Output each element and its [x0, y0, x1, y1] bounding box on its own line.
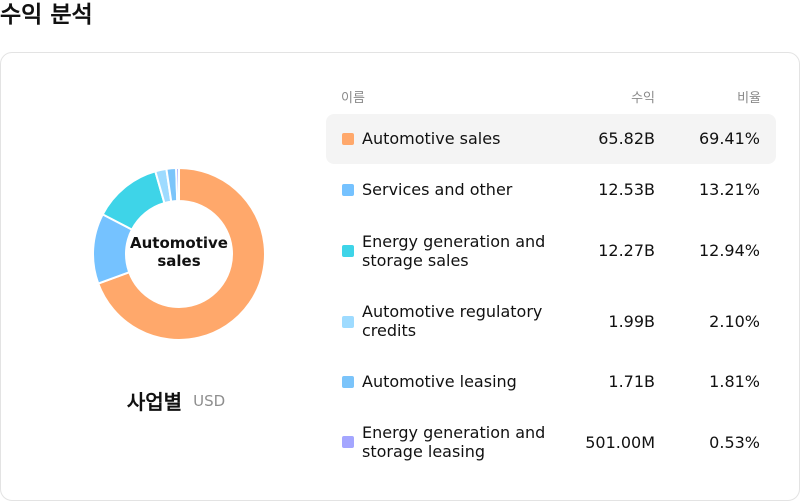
table-row[interactable]: Automotive sales 65.82B 69.41% [326, 114, 776, 164]
legend-swatch [342, 133, 354, 145]
donut-slice[interactable] [175, 166, 180, 203]
legend-swatch [342, 316, 354, 328]
table-header: 이름 수익 비율 [341, 87, 761, 107]
legend-swatch [342, 436, 354, 448]
row-revenue: 501.00M [585, 433, 655, 452]
column-header-revenue: 수익 [631, 91, 655, 106]
row-ratio: 2.10% [709, 312, 760, 331]
donut-chart-svg [93, 166, 265, 341]
chart-caption-unit: USD [193, 391, 226, 410]
donut-slice[interactable] [96, 166, 265, 341]
table-row[interactable]: Energy generation and storage sales 12.2… [326, 216, 776, 286]
row-ratio: 1.81% [709, 372, 760, 391]
table-row[interactable]: Energy generation and storage leasing 50… [326, 408, 776, 478]
row-ratio: 69.41% [698, 129, 760, 148]
row-ratio: 13.21% [698, 180, 760, 199]
row-name: Automotive sales [362, 129, 501, 148]
row-ratio: 12.94% [698, 241, 760, 260]
row-name: Energy generation and storage sales [362, 232, 546, 270]
row-name: Automotive regulatory credits [362, 302, 543, 340]
legend-swatch [342, 245, 354, 257]
column-header-ratio: 비율 [737, 91, 761, 106]
legend-swatch [342, 376, 354, 388]
table-row[interactable]: Automotive leasing 1.71B 1.81% [326, 358, 776, 406]
chart-caption: 사업별 USD [1, 386, 351, 415]
donut-chart: Automotive sales [93, 166, 265, 342]
row-name: Services and other [362, 180, 513, 199]
column-header-name: 이름 [341, 91, 365, 106]
row-revenue: 12.53B [598, 180, 655, 199]
donut-center-label: Automotive sales [130, 234, 228, 270]
table-row[interactable]: Automotive regulatory credits 1.99B 2.10… [326, 287, 776, 357]
table-row[interactable]: Services and other 12.53B 13.21% [326, 166, 776, 214]
chart-caption-title: 사업별 [126, 390, 183, 414]
row-name: Automotive leasing [362, 372, 517, 391]
row-revenue: 65.82B [598, 129, 655, 148]
legend-swatch [342, 184, 354, 196]
row-revenue: 1.99B [608, 312, 655, 331]
revenue-analysis-card: Automotive sales 사업별 USD 이름 수익 비율 Automo… [0, 52, 800, 501]
row-ratio: 0.53% [709, 433, 760, 452]
page-title: 수익 분석 [0, 2, 93, 28]
row-name: Energy generation and storage leasing [362, 423, 546, 461]
row-revenue: 12.27B [598, 241, 655, 260]
row-revenue: 1.71B [608, 372, 655, 391]
